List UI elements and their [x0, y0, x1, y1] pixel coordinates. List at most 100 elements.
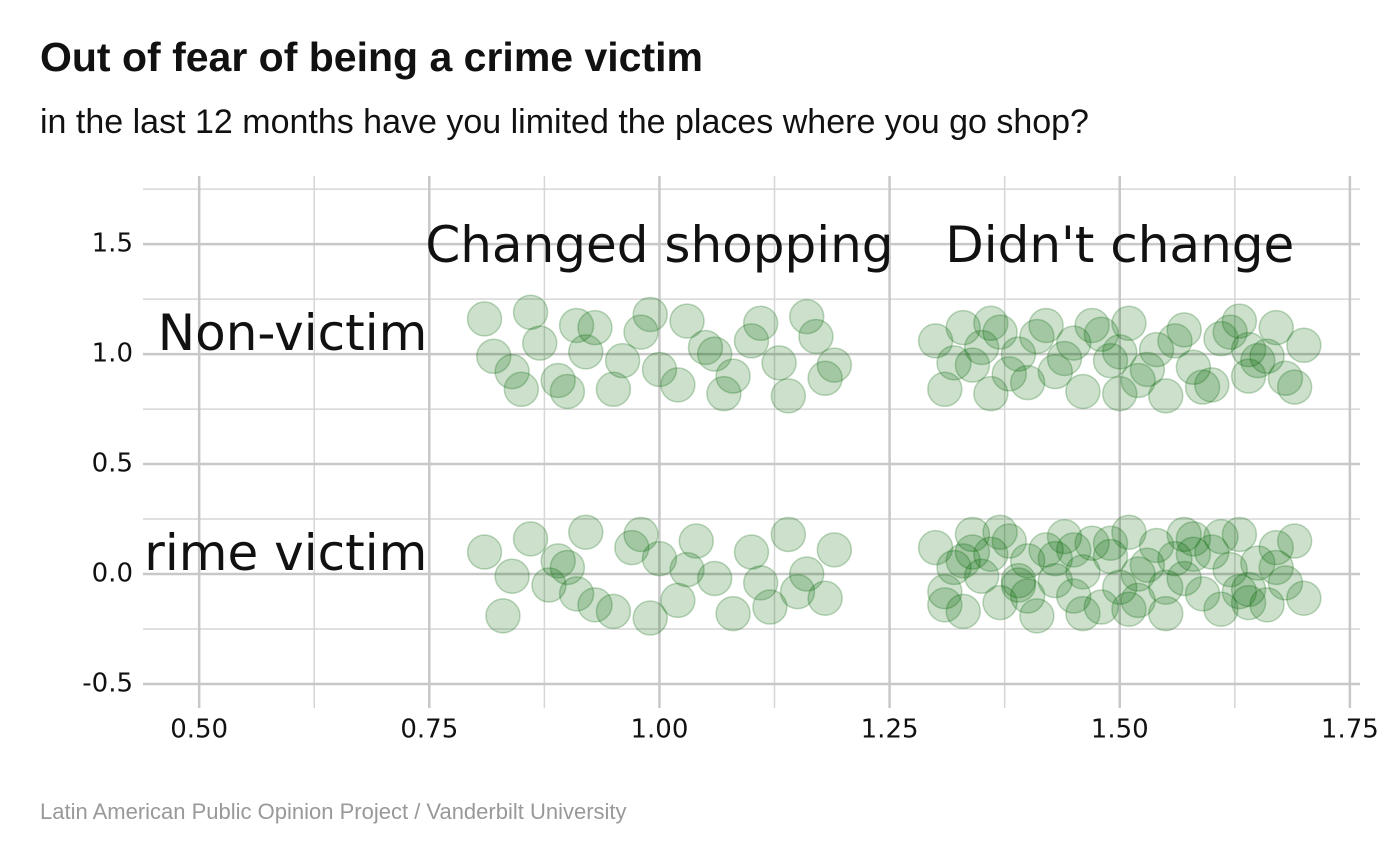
- point: [1074, 525, 1110, 561]
- point: [1055, 578, 1092, 614]
- point: [687, 329, 724, 366]
- point: [1194, 367, 1230, 403]
- point: [512, 294, 549, 331]
- point: [927, 587, 963, 623]
- point: [1101, 334, 1138, 370]
- point: [1203, 320, 1239, 357]
- point: [494, 353, 530, 390]
- point: [1184, 576, 1221, 612]
- point: [577, 309, 613, 346]
- point: [641, 351, 678, 388]
- point: [1046, 340, 1083, 377]
- point: [623, 516, 659, 553]
- point: [696, 336, 733, 372]
- point: [1046, 518, 1083, 555]
- point: [485, 598, 521, 634]
- point: [973, 305, 1009, 342]
- point: [1230, 584, 1267, 621]
- point: [761, 345, 797, 381]
- point: [466, 534, 503, 570]
- point: [733, 534, 770, 570]
- point: [1267, 360, 1304, 397]
- point: [549, 373, 586, 410]
- point: [752, 589, 788, 625]
- point: [807, 360, 843, 397]
- point: [1019, 598, 1055, 634]
- point: [1258, 309, 1294, 346]
- point: [963, 329, 1000, 366]
- point: [945, 593, 981, 630]
- point: [522, 325, 558, 361]
- points: [466, 294, 1322, 636]
- point: [604, 342, 641, 379]
- point: [632, 296, 668, 333]
- point: [1240, 545, 1276, 581]
- point: [927, 573, 963, 610]
- point: [1175, 521, 1212, 557]
- point: [1286, 327, 1322, 364]
- point: [1009, 578, 1046, 614]
- point: [494, 558, 530, 594]
- point: [963, 558, 1000, 594]
- point: [816, 532, 853, 568]
- point: [1148, 569, 1184, 605]
- point: [669, 551, 705, 588]
- point: [1055, 325, 1092, 361]
- point: [1203, 518, 1239, 555]
- annotation: Didn't change: [945, 216, 1294, 274]
- point: [991, 523, 1028, 559]
- point: [1276, 523, 1313, 559]
- point: [1028, 532, 1064, 568]
- y-tick-label: 0.5: [92, 449, 133, 479]
- point: [788, 298, 825, 335]
- point: [816, 347, 853, 383]
- point: [568, 334, 604, 370]
- point: [540, 543, 576, 579]
- annotation: Changed shopping: [425, 216, 893, 274]
- point: [1138, 331, 1175, 368]
- point: [1258, 529, 1294, 566]
- point: [954, 516, 991, 553]
- point: [1055, 532, 1092, 568]
- point: [1148, 595, 1184, 632]
- point: [973, 536, 1009, 572]
- point: [1221, 303, 1258, 339]
- point: [1037, 353, 1074, 390]
- point: [1120, 582, 1156, 619]
- point: [1000, 562, 1037, 599]
- point: [1184, 369, 1221, 405]
- point: [1074, 307, 1110, 344]
- point: [1083, 589, 1120, 625]
- point: [558, 307, 595, 344]
- point: [1009, 543, 1046, 579]
- point: [733, 323, 770, 359]
- point: [1166, 560, 1202, 597]
- x-tick-label: 1.25: [861, 715, 919, 745]
- point: [678, 523, 715, 559]
- point: [1148, 378, 1184, 414]
- point: [660, 367, 696, 403]
- point: [577, 587, 613, 623]
- point: [540, 362, 576, 399]
- point: [936, 549, 972, 586]
- point: [549, 549, 586, 586]
- point: [1129, 351, 1166, 388]
- point: [798, 318, 834, 355]
- point: [1065, 373, 1101, 410]
- point: [1065, 595, 1101, 632]
- grid: [143, 176, 1360, 708]
- point: [1276, 369, 1313, 405]
- point: [982, 514, 1018, 550]
- point: [696, 560, 733, 597]
- point: [982, 314, 1018, 350]
- point: [1009, 364, 1046, 401]
- point: [1138, 527, 1175, 564]
- point: [742, 305, 779, 342]
- point: [715, 595, 751, 632]
- point: [503, 371, 540, 408]
- point: [558, 576, 595, 612]
- point: [1166, 312, 1202, 348]
- point: [1129, 547, 1166, 583]
- point: [1157, 323, 1193, 359]
- point: [1092, 538, 1129, 575]
